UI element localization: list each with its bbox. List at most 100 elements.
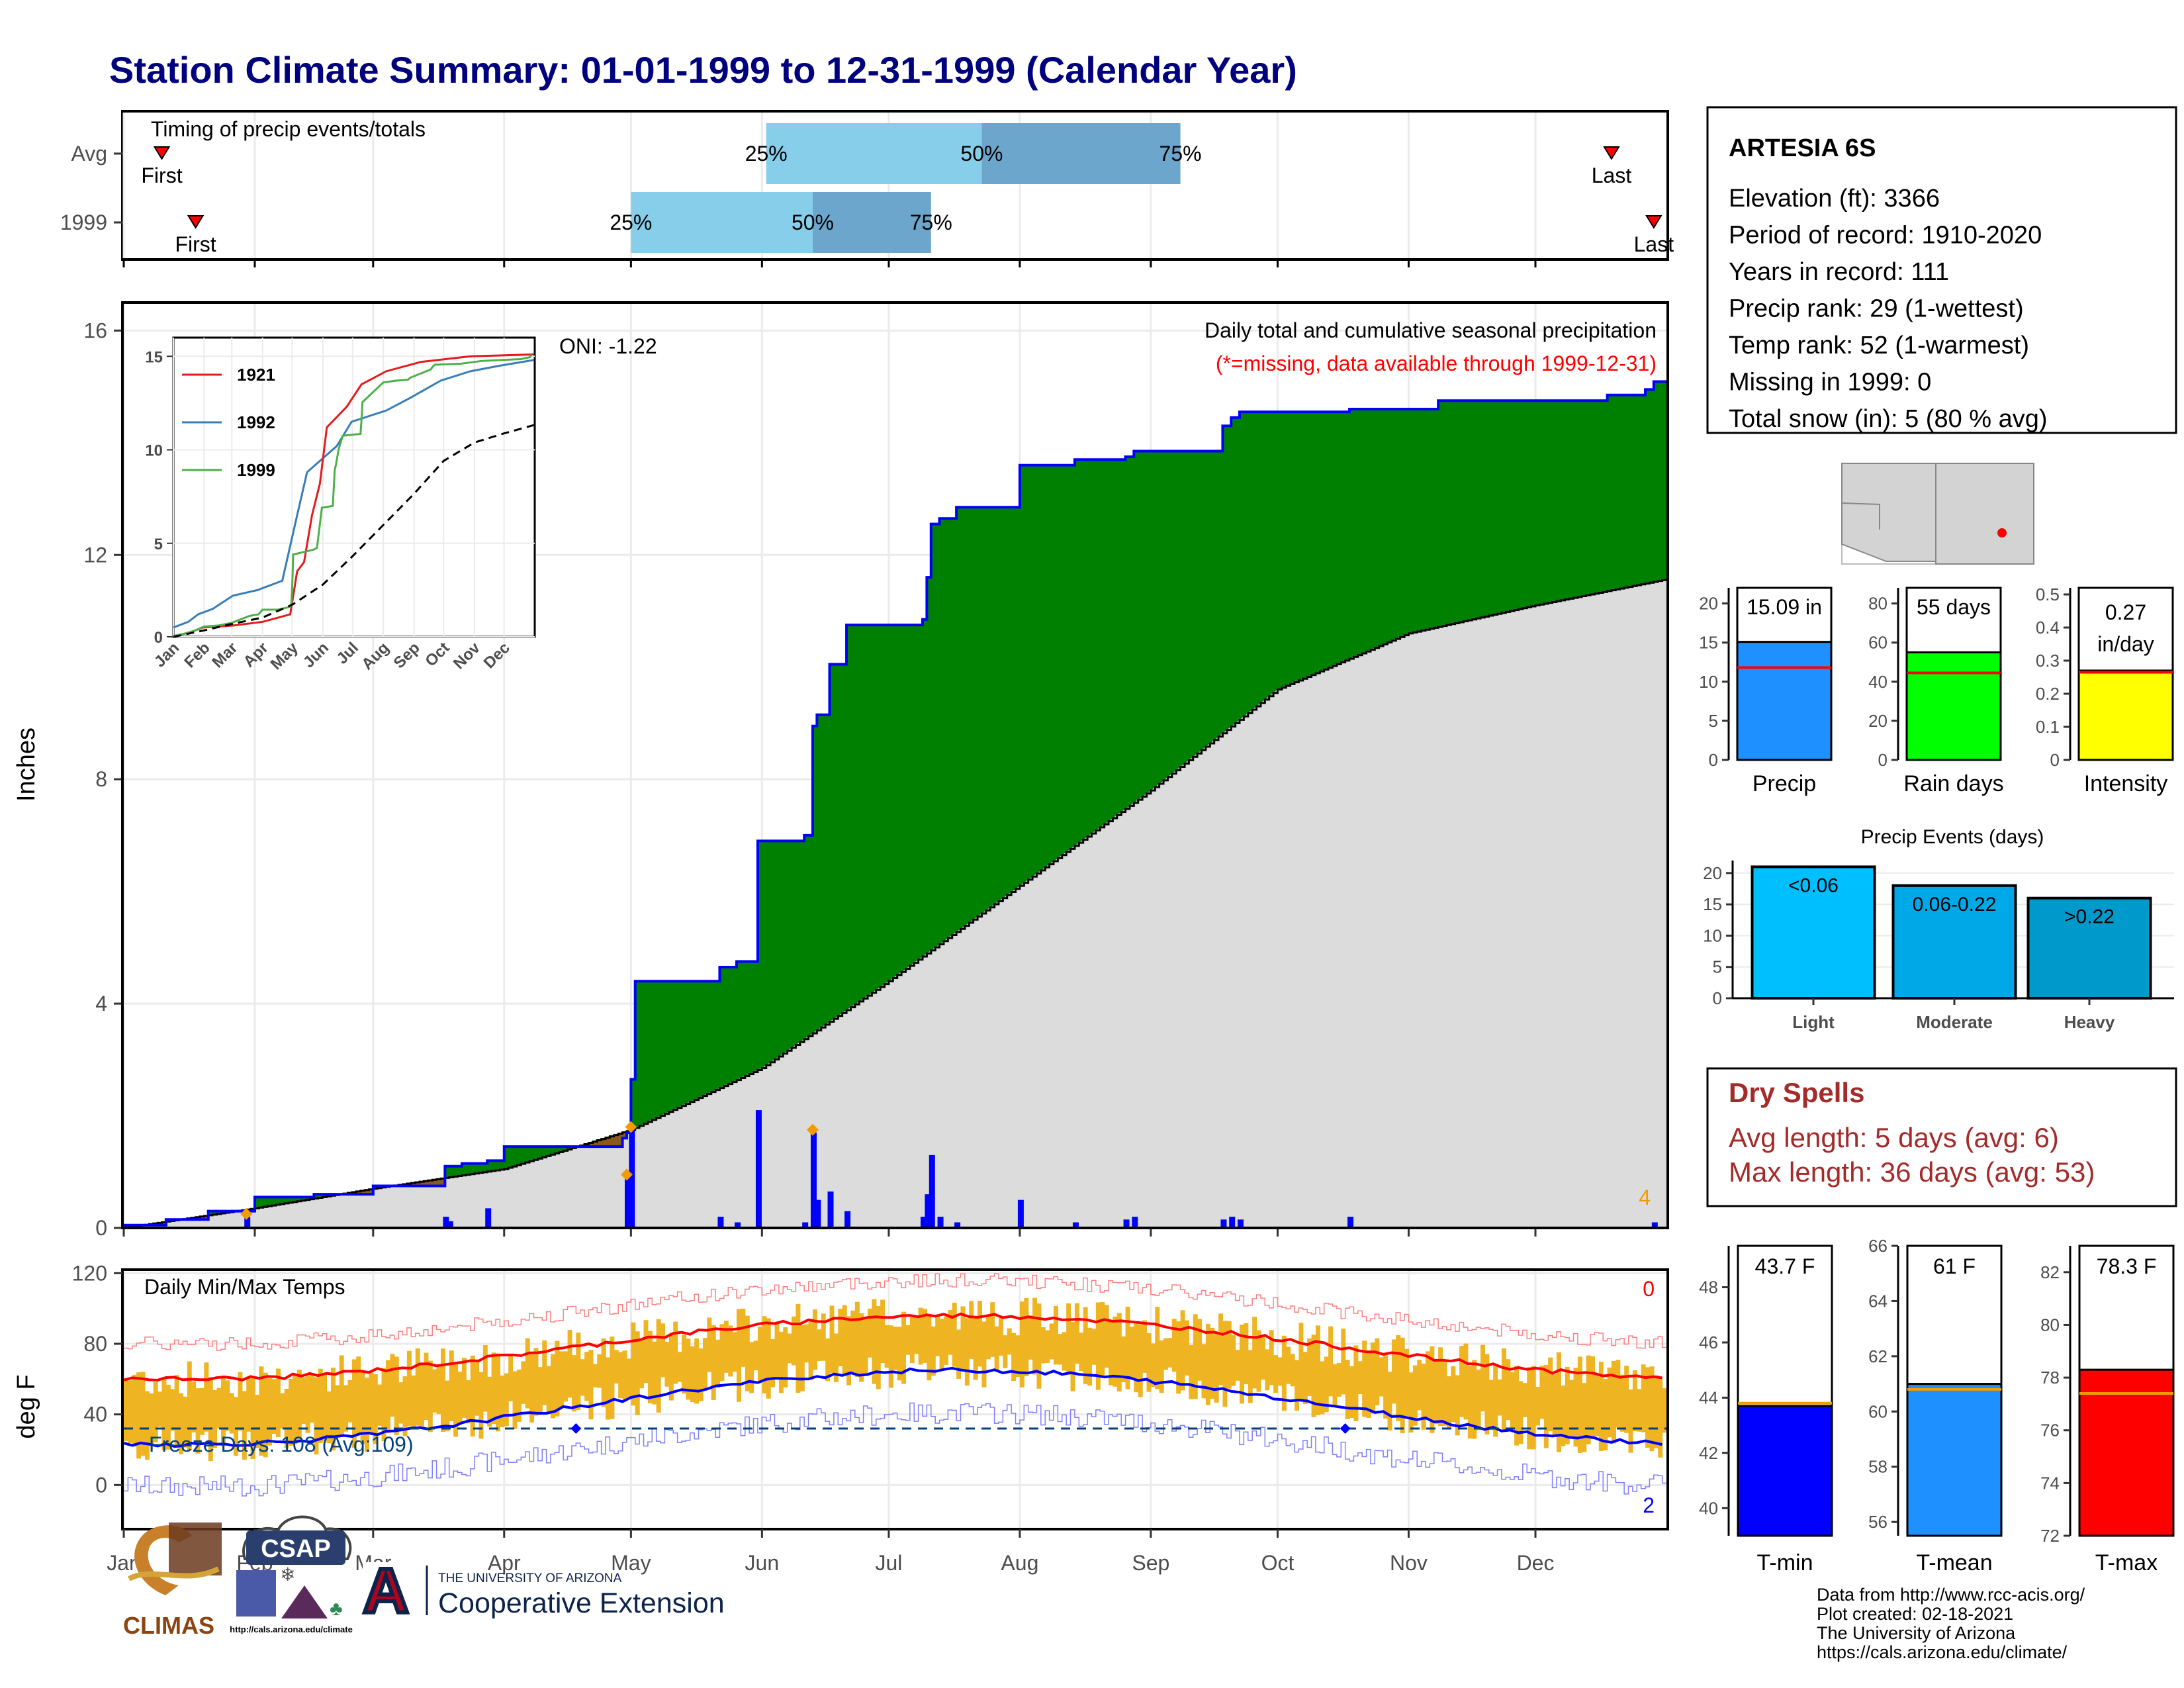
- footer-credit-line: https://cals.arizona.edu/climate/: [1817, 1642, 2068, 1662]
- temp-daily-bar: [1619, 1374, 1625, 1432]
- temp-daily-bar: [1205, 1323, 1210, 1405]
- temp-daily-bar: [1446, 1376, 1451, 1428]
- temp-daily-bar: [212, 1389, 218, 1448]
- month-tick-label: Dec: [1517, 1551, 1555, 1575]
- temp-record-low-line: [124, 1402, 1666, 1497]
- precip-daily-bar: [1132, 1217, 1138, 1228]
- temp-daily-bar: [377, 1384, 383, 1426]
- climas-wave-icon: [128, 1566, 220, 1581]
- csap-logo-text: CSAP: [261, 1535, 331, 1563]
- temp-daily-bar: [1129, 1327, 1134, 1378]
- temp-daily-bar: [365, 1378, 370, 1452]
- temp-daily-bar: [1269, 1330, 1274, 1385]
- temp-daily-bar: [588, 1350, 594, 1420]
- ua-block-a-icon: [363, 1562, 409, 1615]
- temp-daily-bar: [1011, 1333, 1017, 1382]
- temp-daily-bar: [1603, 1379, 1608, 1451]
- temp-daily-bar: [1658, 1378, 1663, 1458]
- timing-row-label: Avg: [71, 142, 107, 165]
- inset-series-1999: [173, 353, 533, 637]
- temp-daily-bar: [445, 1380, 450, 1431]
- temp-daily-bar: [829, 1305, 835, 1373]
- temp-daily-bar: [1180, 1310, 1185, 1391]
- temp-daily-bar: [601, 1338, 606, 1407]
- inset-legend-label: 1921: [237, 365, 275, 385]
- precip-corner-count: 4: [1639, 1186, 1651, 1209]
- ua-logo: A THE UNIVERSITY OF ARIZONA Cooperative …: [361, 1554, 724, 1628]
- temp-daily-bar: [1239, 1325, 1244, 1404]
- station-name: ARTESIA 6S: [1729, 134, 1876, 162]
- temp-daily-bar: [1286, 1346, 1291, 1384]
- temp-daily-bar: [846, 1316, 852, 1385]
- temp-daily-bar: [360, 1372, 365, 1444]
- temp-daily-bar: [1425, 1351, 1430, 1420]
- temp-daily-bar: [1235, 1350, 1240, 1381]
- summary-y-tick-label: 60: [1868, 633, 1888, 653]
- tsum-y-tick-label: 56: [1868, 1512, 1888, 1532]
- temp-daily-bar: [1058, 1334, 1063, 1365]
- temp-daily-bar: [994, 1326, 999, 1371]
- temp-daily-bar: [1561, 1385, 1566, 1446]
- temp-daily-bar: [1484, 1354, 1490, 1434]
- summary-bar-charts: 0 5 10 15 20 15.09 in Precip 0 20 40 60 80 55 days Ra…: [1699, 585, 2174, 796]
- temp-daily-bar: [1353, 1345, 1359, 1421]
- timing-marker-label: First: [141, 164, 182, 187]
- temp-daily-bar: [783, 1327, 788, 1387]
- temp-daily-bar: [1565, 1366, 1570, 1444]
- temp-daily-bar: [1332, 1364, 1338, 1407]
- temp-daily-bar: [208, 1376, 213, 1462]
- events-bar-label: >0.22: [2064, 906, 2115, 928]
- temp-daily-bar: [1514, 1366, 1520, 1446]
- temp-daily-bar: [1641, 1364, 1646, 1432]
- temp-daily-bar: [229, 1393, 234, 1434]
- precip-events-chart: Precip Events (days) 0 5 10 15 20 <0.06 Light 0.…: [1703, 826, 2174, 1032]
- temp-daily-bar: [1430, 1346, 1435, 1433]
- month-tick-label: Jun: [745, 1551, 780, 1575]
- tsum-y-tick-label: 48: [1699, 1278, 1718, 1297]
- temp-daily-bar: [838, 1309, 843, 1366]
- temp-daily-bar: [174, 1375, 179, 1448]
- footer: CLIMAS CSAP ❄ ♣ http://cals.arizona.edu/…: [123, 1515, 2085, 1662]
- tsum-y-tick-label: 66: [1868, 1236, 1888, 1256]
- temp-daily-bar: [461, 1358, 467, 1418]
- precip-snow-diamond: [620, 1168, 633, 1181]
- temp-daily-bar: [923, 1309, 927, 1363]
- csap-cactus-icon: ♣: [330, 1598, 343, 1620]
- station-detail-lines: Elevation (ft): 3366 Period of record: 19…: [1729, 185, 2048, 433]
- temp-daily-bar: [631, 1322, 636, 1406]
- summary-y-tick-label: 0: [2050, 750, 2060, 770]
- temp-daily-bar: [432, 1369, 437, 1413]
- timing-quartile-label: 50%: [960, 142, 1003, 165]
- locator-map: [1841, 463, 2034, 565]
- timing-bar-q25-q50: [631, 192, 813, 253]
- temp-daily-bar: [876, 1305, 881, 1389]
- temp-daily-bar: [487, 1376, 492, 1427]
- temp-daily-bar: [144, 1391, 150, 1460]
- temp-daily-bar: [1535, 1387, 1541, 1426]
- temp-daily-bar: [521, 1361, 526, 1404]
- temp-daily-bar: [542, 1340, 547, 1405]
- temp-daily-bar: [1586, 1355, 1591, 1444]
- timing-panel: Timing of precip events/totals Avg 25% 50%…: [60, 110, 1674, 267]
- summary-y-tick-label: 0.5: [2036, 585, 2060, 604]
- temp-daily-bar: [1171, 1319, 1177, 1372]
- temp-daily-bar: [1150, 1343, 1156, 1387]
- temp-daily-bar: [1442, 1360, 1447, 1426]
- temp-daily-bar: [1637, 1389, 1642, 1432]
- temp-daily-bar: [1328, 1326, 1334, 1397]
- map-state-new-mexico: [1935, 463, 2034, 565]
- temp-daily-bar: [420, 1364, 425, 1427]
- temp-daily-bar: [369, 1372, 374, 1433]
- temp-daily-bar: [1582, 1383, 1587, 1452]
- temp-count-bottom: 2: [1643, 1493, 1655, 1517]
- temp-daily-bar: [347, 1380, 353, 1423]
- temp-daily-bar: [990, 1302, 995, 1357]
- temp-daily-bar: [284, 1389, 289, 1449]
- temp-daily-bar: [749, 1342, 754, 1393]
- temp-daily-bar: [1379, 1357, 1384, 1397]
- temp-daily-bar: [1531, 1366, 1536, 1450]
- temp-daily-bar: [1357, 1361, 1363, 1395]
- temp-daily-bar: [576, 1333, 581, 1410]
- temp-daily-bar: [1265, 1349, 1270, 1391]
- temp-daily-bar: [1607, 1367, 1612, 1438]
